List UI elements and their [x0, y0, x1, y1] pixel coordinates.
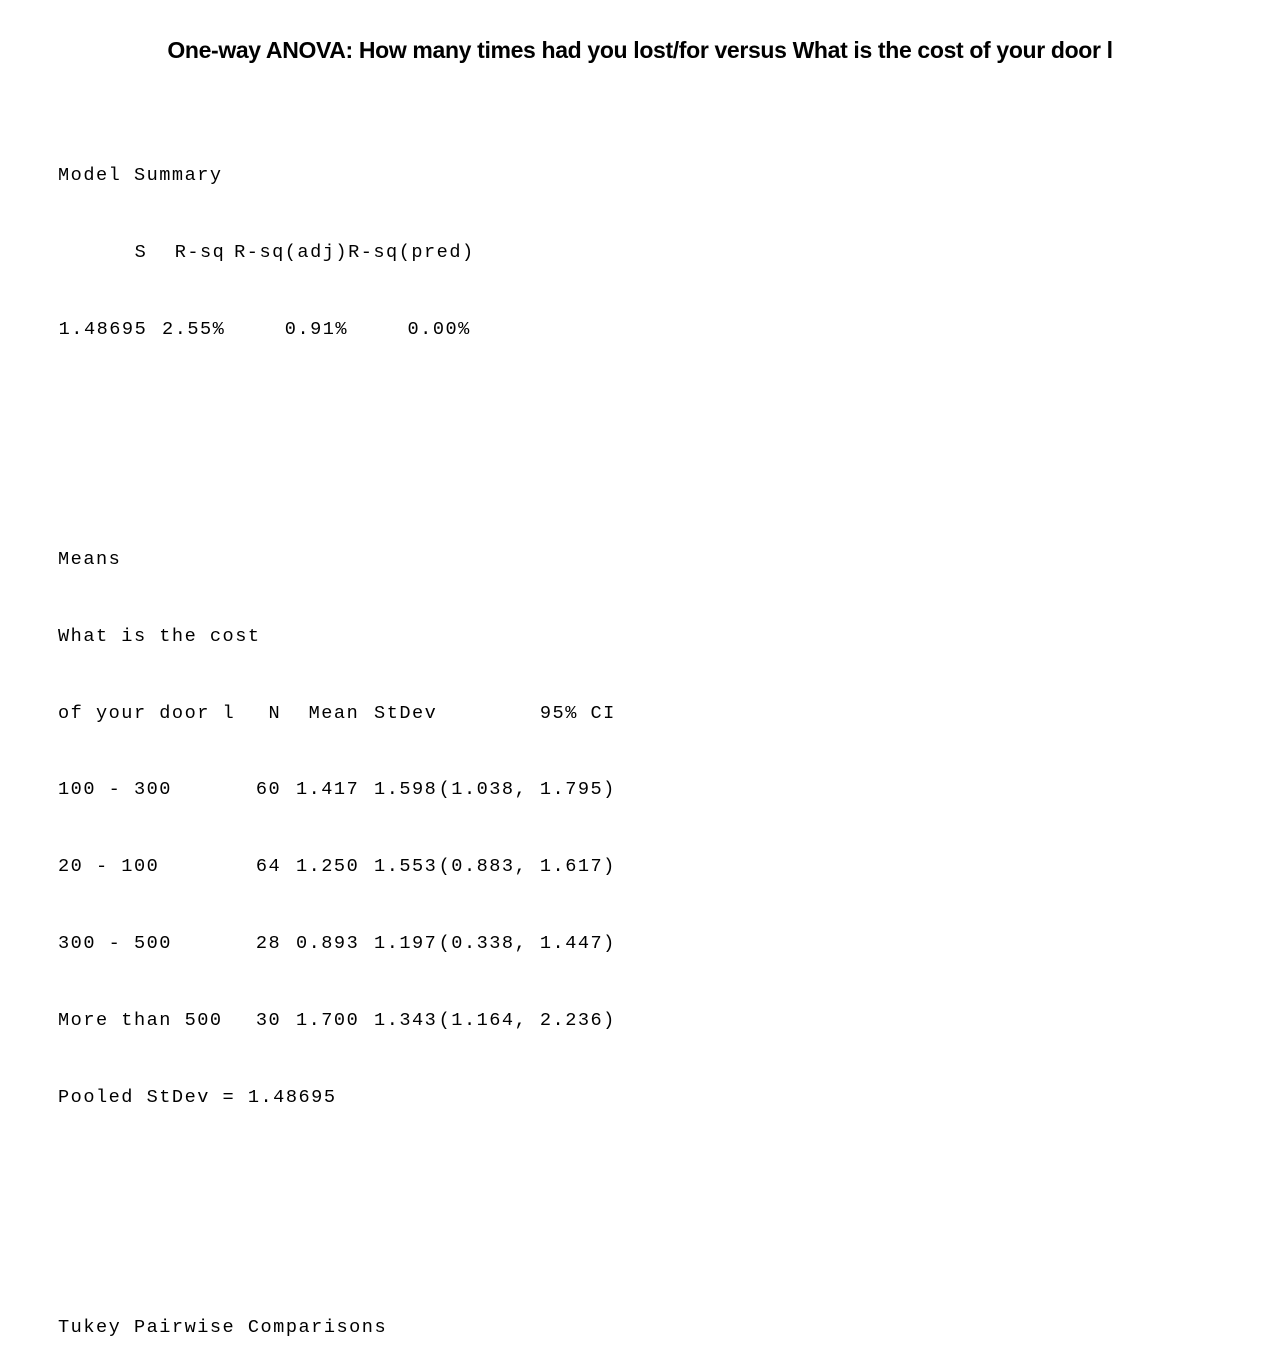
blank-line [58, 470, 616, 496]
row-ci: (0.338, 1.447) [438, 933, 616, 954]
row-ci: (0.883, 1.617) [438, 856, 616, 878]
means-factor-label-2: of your door l [58, 702, 236, 724]
row-mean: 1.700 [295, 1009, 360, 1031]
slide-title: One-way ANOVA: How many times had you lo… [167, 37, 1113, 63]
header-n: N [268, 702, 282, 724]
row-n: 60 [255, 779, 282, 801]
header-ci: 95% CI [539, 702, 616, 724]
tukey-heading: Tukey Pairwise Comparisons [58, 1316, 388, 1338]
row-level: More than 500 [58, 1009, 223, 1031]
row-ci: (1.038, 1.795) [438, 779, 616, 801]
value-r-sq: 2.55% [162, 318, 226, 340]
row-mean: 1.417 [295, 779, 360, 801]
row-ci: (1.164, 2.236) [438, 1009, 616, 1031]
row-mean: 0.893 [295, 933, 360, 954]
row-mean: 1.250 [295, 856, 360, 878]
row-level: 20 - 100 [58, 856, 160, 878]
table-row: 20 - 100 64 1.250 1.553(0.883, 1.617) [58, 854, 616, 880]
value-r-sq-pred: 0.00% [407, 318, 471, 340]
blank-line [58, 1161, 616, 1187]
row-n: 30 [255, 1009, 282, 1031]
header-stdev: StDev [374, 702, 438, 724]
means-heading: Means [58, 549, 122, 571]
means-header-row: of your door l N Mean StDev 95% CI [58, 701, 616, 727]
header-r-sq-adj: R-sq(adj) [234, 241, 349, 263]
table-row: 300 - 500 28 0.893 1.197(0.338, 1.447) [58, 931, 616, 957]
row-n: 64 [255, 856, 282, 878]
blank-line [58, 394, 616, 420]
means-factor-label: What is the cost [58, 625, 261, 647]
header-r-sq-pred: R-sq(pred) [348, 241, 475, 263]
row-stdev: 1.197 [374, 933, 438, 954]
anova-output: Model Summary S R-sq R-sq(adj)R-sq(pred) 1… [58, 112, 616, 1366]
pooled-stdev: Pooled StDev = 1.48695 [58, 1086, 337, 1108]
table-row: More than 500 30 1.700 1.343(1.164, 2.236) [58, 1008, 616, 1034]
row-level: 100 - 300 [58, 779, 172, 801]
blank-line [58, 1238, 616, 1264]
model-summary-value-row: 1.48695 2.55% 0.91% 0.00% [58, 317, 616, 343]
row-stdev: 1.598 [374, 779, 438, 801]
header-r-sq: R-sq [174, 241, 226, 263]
model-summary-header-row: S R-sq R-sq(adj)R-sq(pred) [58, 240, 616, 266]
table-row: 100 - 300 60 1.417 1.598(1.038, 1.795) [58, 777, 616, 803]
row-n: 28 [255, 933, 282, 954]
row-stdev: 1.553 [374, 856, 438, 878]
row-level: 300 - 500 [58, 933, 172, 954]
model-summary-heading: Model Summary [58, 165, 223, 187]
value-r-sq-adj: 0.91% [284, 318, 349, 340]
value-s: 1.48695 [58, 318, 148, 340]
row-stdev: 1.343 [374, 1009, 438, 1031]
header-mean: Mean [308, 702, 360, 724]
header-s: S [134, 241, 148, 263]
